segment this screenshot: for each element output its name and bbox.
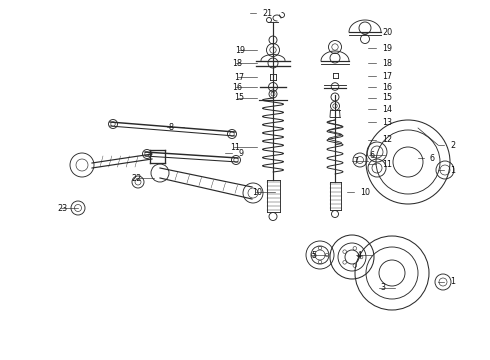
Text: 7: 7: [353, 157, 358, 166]
Text: 4: 4: [357, 251, 362, 260]
Text: 21: 21: [262, 9, 272, 18]
Text: 15: 15: [382, 94, 392, 103]
Text: 19: 19: [382, 44, 392, 53]
Text: 1: 1: [450, 166, 455, 175]
Text: 19: 19: [235, 45, 245, 54]
Text: 17: 17: [234, 72, 244, 81]
Text: 17: 17: [382, 72, 392, 81]
Text: 2: 2: [450, 140, 455, 149]
Text: 23: 23: [57, 203, 67, 212]
Text: 6: 6: [430, 153, 435, 162]
Text: 14: 14: [382, 104, 392, 113]
Text: 10: 10: [360, 188, 370, 197]
Text: 3: 3: [380, 284, 385, 292]
Text: 1: 1: [450, 278, 455, 287]
Text: 13: 13: [382, 117, 392, 126]
Text: 16: 16: [232, 82, 242, 91]
Text: 18: 18: [232, 58, 242, 68]
Text: 11: 11: [382, 159, 392, 168]
Text: 20: 20: [382, 27, 392, 36]
Text: 11: 11: [230, 143, 240, 152]
Text: 15: 15: [234, 94, 244, 103]
Text: 16: 16: [382, 82, 392, 91]
Text: 5: 5: [312, 251, 317, 260]
Text: 18: 18: [382, 58, 392, 68]
Text: 6: 6: [370, 150, 375, 159]
Text: 8: 8: [168, 122, 173, 131]
Text: 10: 10: [252, 188, 262, 197]
Text: 9: 9: [238, 149, 243, 158]
Text: 12: 12: [382, 135, 392, 144]
Text: 22: 22: [132, 174, 142, 183]
